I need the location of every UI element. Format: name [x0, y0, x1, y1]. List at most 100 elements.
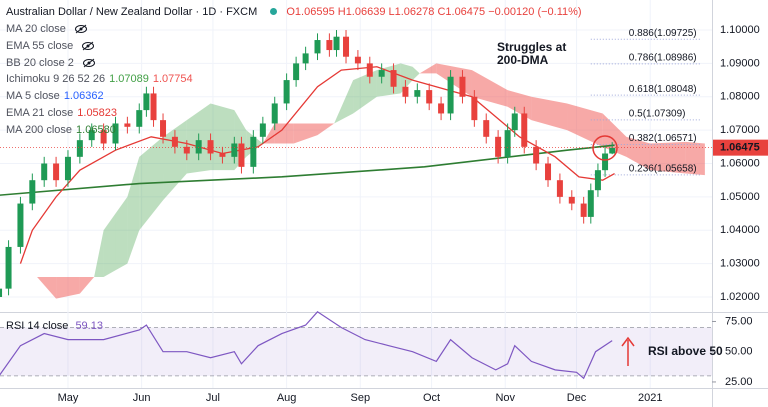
ma-line	[19, 66, 615, 264]
symbol-title: Australian Dollar / New Zealand Dollar ·…	[6, 6, 258, 18]
hidden-icon[interactable]	[70, 23, 88, 35]
candle-body	[124, 123, 131, 127]
fib-label: 0.5(1.07309)	[629, 108, 686, 119]
candle-body	[283, 80, 290, 104]
annotation: RSI above 50	[648, 344, 723, 358]
candle-body	[271, 103, 278, 124]
candle-body	[471, 96, 478, 121]
candle-body	[414, 90, 421, 97]
cloud-segment	[103, 213, 116, 277]
candle-body	[366, 63, 373, 77]
x-tick-label: Dec	[567, 392, 587, 404]
candle-body	[150, 93, 157, 121]
candle-body	[231, 143, 238, 157]
candle-body	[183, 146, 190, 154]
candle-body	[314, 40, 321, 54]
candle-body	[160, 120, 167, 137]
y-tick-label: 1.02000	[720, 291, 760, 303]
candle-body	[0, 288, 3, 297]
candle-body	[354, 56, 361, 64]
y-tick-label: 1.04000	[720, 224, 760, 236]
candle-body	[41, 163, 48, 181]
y-tick-label: 1.07000	[720, 124, 760, 136]
plot: 0.886(1.09725) 0.786(1.08986) 0.618(1.0804…	[0, 0, 712, 388]
y-tick-label: 1.09000	[720, 57, 760, 69]
hidden-icon[interactable]	[78, 57, 96, 69]
candle-body	[5, 246, 12, 289]
arrow-head	[621, 336, 635, 347]
candle-body	[609, 147, 616, 154]
candle-body	[545, 163, 552, 181]
last-price-tag	[713, 139, 768, 156]
status-dot	[270, 8, 278, 15]
indicator-value: 1.05823	[77, 107, 118, 119]
cloud-segment	[274, 123, 294, 144]
x-tick-label: May	[58, 392, 79, 404]
candle-body	[76, 140, 83, 157]
cloud-segment	[37, 276, 57, 299]
candle-body	[402, 86, 409, 97]
cloud-segment	[685, 141, 705, 176]
annotation: 200-DMA	[497, 53, 549, 67]
x-tick-label: Sep	[350, 392, 370, 404]
y-tick-label: 1.05000	[720, 191, 760, 203]
x-tick-label: Oct	[423, 392, 440, 404]
candle-body	[88, 130, 95, 141]
rsi-legend: RSI 14 close 59.13	[6, 319, 107, 333]
candle-body	[521, 113, 528, 147]
indicator-name: EMA 55 close	[6, 39, 74, 52]
candle-body	[587, 190, 594, 217]
cloud-segment	[567, 103, 603, 147]
candle-body	[302, 53, 309, 64]
ohlc: O1.06595 H1.06639 L1.06278 C1.06475 −0.0…	[286, 6, 582, 18]
cloud-segment	[317, 123, 335, 136]
y-tick-label: 1.10000	[720, 24, 760, 36]
indicator-row: MA 200 close 1.06580	[6, 123, 120, 137]
candle-body	[238, 143, 245, 167]
indicator-name: Ichimoku 9 26 52 26	[6, 73, 106, 86]
cloud-segment	[531, 96, 568, 131]
indicator-row: MA 20 close	[6, 22, 92, 36]
cloud-segment	[293, 123, 318, 144]
candle-body	[602, 153, 609, 171]
cloud-segment	[412, 66, 420, 81]
ma-line	[0, 144, 615, 196]
candle-body	[495, 136, 502, 157]
indicator-name: BB 20 close 2	[6, 56, 74, 69]
cloud-segment	[650, 141, 686, 174]
candle-body	[556, 180, 563, 197]
y-tick-label: 1.06000	[720, 157, 760, 169]
cloud-segment	[626, 136, 651, 171]
fib-label: 0.382(1.06571)	[629, 133, 697, 144]
candle-body	[426, 90, 433, 104]
candle-body	[207, 140, 214, 154]
candle-body	[219, 153, 226, 157]
rsi-name: RSI 14 close	[6, 320, 69, 332]
annotation: Struggles at	[497, 40, 566, 54]
hidden-icon[interactable]	[77, 40, 95, 52]
candle-body	[333, 36, 340, 51]
cloud-segment	[115, 196, 128, 271]
candle-body	[438, 103, 445, 114]
rsi-tick-label: 25.00	[725, 376, 753, 388]
y-tick-label: 1.08000	[720, 91, 760, 103]
indicator-row: MA 5 close 1.06362	[6, 89, 108, 103]
indicator-name: MA 20 close	[6, 23, 66, 35]
x-tick-label: Aug	[277, 392, 297, 404]
indicator-row: Ichimoku 9 26 52 26 1.07089 1.07754	[6, 72, 197, 86]
cloud-segment	[79, 276, 95, 294]
candle-body	[143, 93, 150, 111]
cloud-segment	[507, 90, 532, 121]
candle-body	[53, 163, 60, 181]
candle-body	[580, 203, 587, 217]
candle-body	[136, 110, 143, 127]
indicator-row: BB 20 close 2	[6, 56, 100, 70]
indicator-value: 1.06362	[63, 90, 104, 103]
candle-body	[568, 196, 575, 204]
fib-label: 0.236(1.05658)	[629, 164, 697, 175]
candle-body	[533, 146, 540, 164]
header: Australian Dollar / New Zealand Dollar ·…	[6, 5, 586, 19]
x-tick-label: Jun	[133, 392, 151, 404]
